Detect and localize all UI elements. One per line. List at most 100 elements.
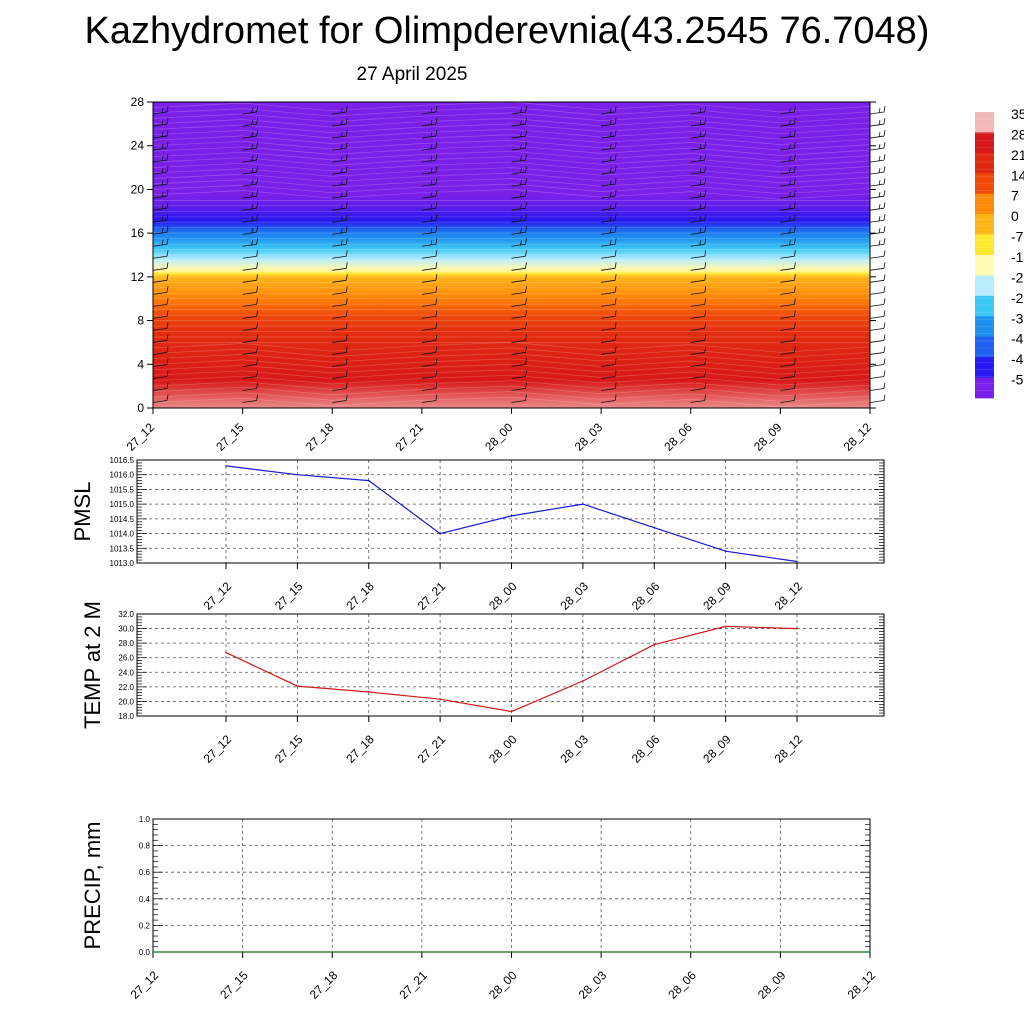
data-point bbox=[225, 465, 227, 467]
x-tick-label: 28_12 bbox=[772, 732, 806, 766]
colorbar-label: -42 bbox=[1011, 331, 1024, 347]
wind-barb bbox=[421, 129, 438, 139]
wind-barb bbox=[511, 250, 527, 259]
wind-barb bbox=[690, 178, 707, 187]
wind-barb bbox=[601, 238, 617, 247]
wind-barb bbox=[332, 129, 348, 139]
wind-barb bbox=[869, 370, 886, 379]
wind-barb bbox=[152, 274, 169, 283]
wind-barb bbox=[780, 214, 796, 223]
wind-barb bbox=[332, 298, 348, 307]
wind-barb bbox=[511, 202, 527, 211]
y-tick-label: 1013.5 bbox=[110, 544, 135, 553]
wind-barb bbox=[242, 346, 259, 355]
y-tick-label: 0.6 bbox=[139, 868, 151, 877]
data-point bbox=[582, 503, 584, 505]
contour-line bbox=[152, 347, 871, 359]
wind-barb bbox=[690, 142, 707, 151]
x-tick-label: 28_06 bbox=[665, 968, 699, 1002]
data-point bbox=[510, 710, 513, 713]
wind-barb bbox=[242, 142, 259, 151]
wind-barb bbox=[421, 226, 438, 235]
wind-barb bbox=[869, 322, 886, 331]
wind-barb bbox=[780, 202, 796, 211]
wind-barb bbox=[869, 286, 886, 295]
temp-2m-panel: 18.0 20.0 22.0 24.0 26.0 28.0 30.0 32.0 27_12 27_… bbox=[80, 601, 885, 766]
data-point bbox=[582, 680, 584, 682]
data-point bbox=[724, 625, 727, 628]
y-tick-label: 1014.0 bbox=[110, 530, 135, 539]
x-tick-label: 27_12 bbox=[201, 732, 235, 766]
wind-barb bbox=[601, 105, 617, 115]
wind-barb bbox=[152, 214, 169, 223]
data-point bbox=[296, 685, 299, 687]
wind-barb bbox=[242, 214, 259, 223]
wind-barb bbox=[242, 105, 259, 115]
wind-barb bbox=[690, 226, 707, 235]
wind-barb bbox=[511, 358, 527, 367]
x-tick-label: 28_06 bbox=[661, 420, 695, 454]
wind-barb bbox=[332, 238, 348, 247]
wind-barb bbox=[869, 394, 886, 403]
contour-line bbox=[152, 385, 871, 397]
wind-barb bbox=[242, 154, 259, 163]
contour-line bbox=[152, 380, 871, 391]
x-tick-label: 27_18 bbox=[343, 732, 377, 766]
wind-barb bbox=[242, 382, 259, 391]
wind-barb bbox=[242, 117, 259, 127]
wind-barb bbox=[242, 298, 259, 307]
wind-barb bbox=[690, 238, 707, 247]
x-tick-label: 28_12 bbox=[841, 420, 875, 454]
wind-barb bbox=[780, 129, 796, 139]
wind-barb bbox=[332, 154, 348, 163]
wind-barb bbox=[152, 105, 169, 115]
colorbar-segment bbox=[975, 357, 994, 378]
colorbar-segment bbox=[975, 275, 994, 297]
x-tick-label: 28_00 bbox=[486, 968, 520, 1002]
wind-barb bbox=[421, 262, 438, 271]
wind-barb bbox=[601, 298, 617, 307]
wind-barb bbox=[869, 358, 886, 367]
colorbar-segment bbox=[975, 316, 994, 338]
wind-barb bbox=[869, 238, 886, 247]
wind-barb bbox=[780, 142, 796, 151]
wind-barb bbox=[511, 298, 527, 307]
x-tick-label: 28_00 bbox=[482, 420, 516, 454]
wind-barb bbox=[511, 274, 527, 283]
wind-barb bbox=[152, 250, 169, 259]
wind-barb bbox=[780, 178, 796, 187]
contour-line bbox=[152, 396, 871, 408]
page-subtitle: 27 April 2025 bbox=[356, 64, 468, 85]
contour-line bbox=[152, 107, 871, 118]
data-point bbox=[439, 532, 441, 535]
x-tick-label: 27_12 bbox=[124, 420, 158, 454]
y-tick-label: 1016.0 bbox=[110, 471, 135, 480]
wind-barb bbox=[601, 226, 617, 235]
colorbar-segment bbox=[975, 132, 994, 154]
wind-barb bbox=[601, 346, 617, 355]
wind-barb bbox=[601, 310, 617, 319]
data-point bbox=[439, 698, 441, 701]
wind-barb bbox=[421, 370, 438, 379]
colorbar-segment bbox=[975, 214, 994, 235]
wind-barb bbox=[690, 190, 707, 199]
x-tick-label: 28_03 bbox=[557, 579, 591, 613]
wind-barb bbox=[511, 394, 527, 403]
wind-barb bbox=[421, 358, 438, 367]
y-tick-label: 1014.5 bbox=[110, 515, 135, 524]
wind-barb bbox=[242, 322, 259, 331]
wind-barb bbox=[152, 238, 169, 247]
wind-barb bbox=[601, 202, 617, 211]
colorbar-segment bbox=[975, 234, 994, 256]
wind-barb bbox=[421, 298, 438, 307]
y-tick-label: 1015.0 bbox=[110, 500, 135, 509]
wind-barb bbox=[780, 154, 796, 163]
x-tick-label: 28_03 bbox=[572, 420, 606, 454]
wind-barb bbox=[869, 190, 886, 199]
x-tick-label: 27_18 bbox=[303, 420, 337, 454]
wind-barb bbox=[511, 166, 527, 175]
contour-line bbox=[152, 123, 871, 135]
x-tick-label: 28_09 bbox=[700, 732, 734, 766]
wind-barb bbox=[332, 166, 348, 175]
wind-barb bbox=[511, 142, 527, 151]
